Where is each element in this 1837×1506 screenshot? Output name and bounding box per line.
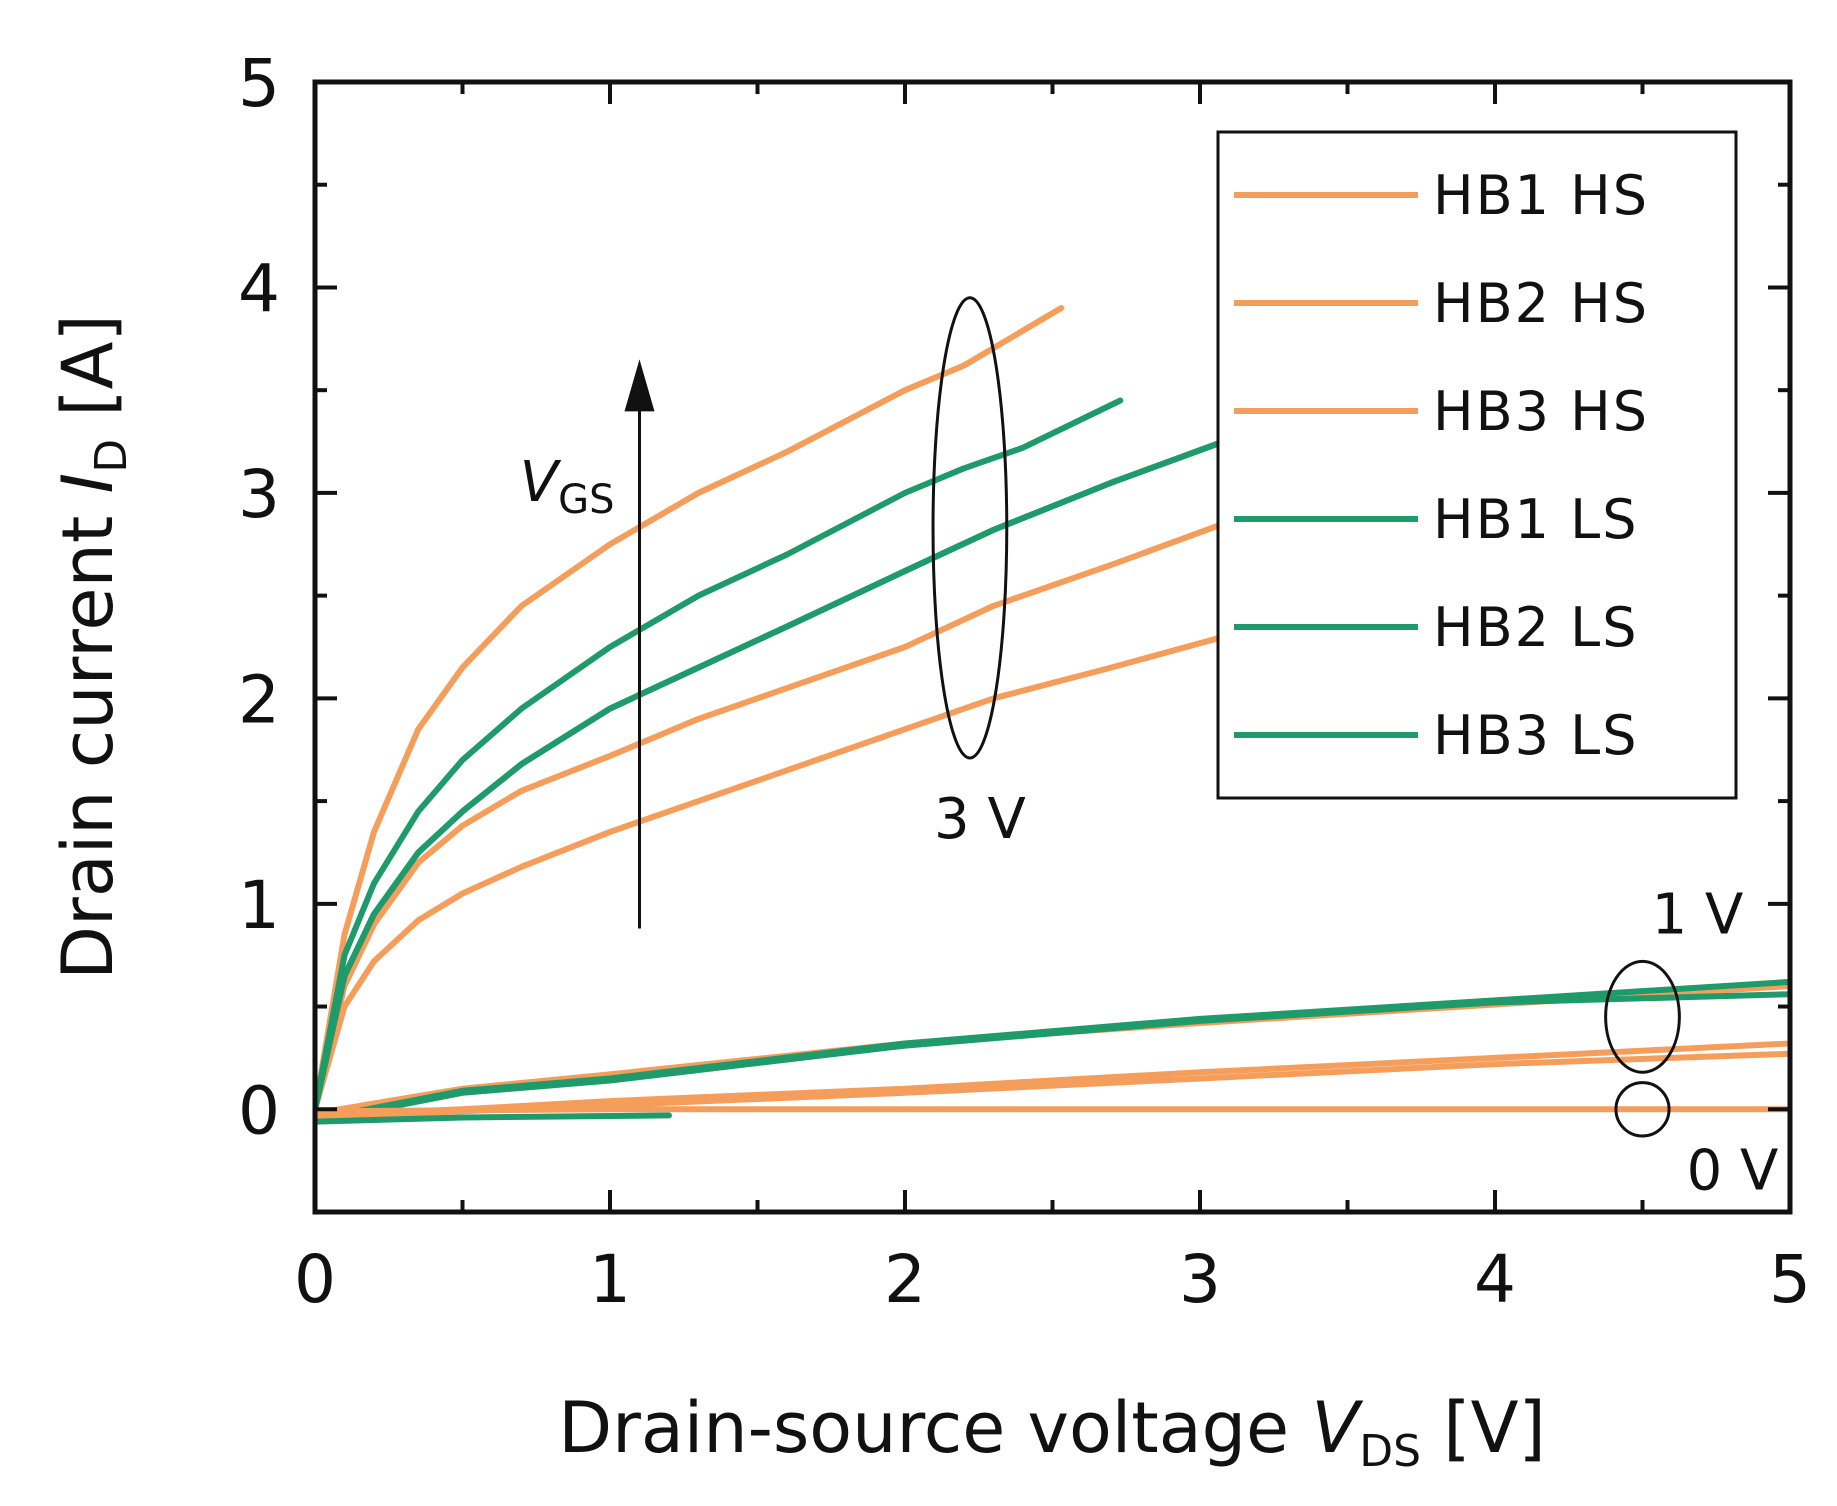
series-line-hb2-ls-1-v: [315, 991, 1790, 1125]
series-line-hb3-ls-3-v: [315, 438, 1227, 1113]
legend-label-hb3-hs: HB3 HS: [1433, 380, 1649, 443]
series-line-hb3-hs-3-v: [315, 633, 1227, 1113]
x-tick-label: 1: [589, 1241, 631, 1318]
vgs-label: VGS: [520, 450, 615, 523]
y-axis-title: Drain current ID [A]: [47, 314, 137, 980]
series-line-hb1-hs-1-v: [315, 983, 1790, 1117]
x-tick-label: 4: [1474, 1241, 1516, 1318]
y-tick-label: 0: [238, 1072, 280, 1149]
vgs-3v-ellipse: [931, 296, 1009, 760]
vgs-1v-label: 1 V: [1652, 882, 1744, 947]
x-axis-title: Drain-source voltage VDS [V]: [558, 1387, 1546, 1477]
x-axis-title-sub: DS: [1359, 1426, 1421, 1477]
legend-label-hb2-hs: HB2 HS: [1433, 272, 1649, 335]
x-tick-label: 3: [1179, 1241, 1221, 1318]
series-line-hb1-hs-3-v: [315, 305, 1065, 1113]
x-tick-label: 0: [294, 1241, 336, 1318]
y-axis-title-var: I: [47, 473, 129, 494]
annotation-layer: VGS 3 V 1 V 0 V: [520, 296, 1779, 1203]
vgs-label-var: V: [520, 450, 562, 515]
legend-label-hb1-hs: HB1 HS: [1433, 164, 1649, 227]
tick-layer: 0 1 2 3 4 5 0 1 2 3 4 5: [238, 45, 1811, 1318]
x-axis-title-prefix: Drain-source voltage: [558, 1387, 1311, 1469]
x-axis-title-unit: [V]: [1421, 1387, 1546, 1469]
x-tick-label: 5: [1769, 1241, 1811, 1318]
legend-layer: HB1 HS HB2 HS HB3 HS HB1 LS HB2 LS HB3 LS: [1216, 130, 1738, 800]
series-line-hb1-ls-3-v: [315, 397, 1124, 1113]
legend-box: [1216, 130, 1738, 800]
vgs-arrow-head: [624, 359, 655, 412]
y-tick-label: 5: [238, 45, 280, 122]
legend-label-hb3-ls: HB3 LS: [1433, 704, 1639, 767]
legend-label-hb2-ls: HB2 LS: [1433, 596, 1639, 659]
series-line-hb2-hs-3-v: [315, 520, 1227, 1113]
vgs-0v-label: 0 V: [1687, 1138, 1779, 1203]
x-axis-title-var: V: [1311, 1387, 1363, 1469]
vgs-3v-label: 3 V: [934, 787, 1026, 852]
y-axis-title-prefix: Drain current: [47, 493, 129, 979]
vgs-0v-ellipse: [1614, 1081, 1671, 1138]
series-layer: [315, 305, 1790, 1125]
y-tick-label: 4: [238, 250, 280, 327]
legend-label-hb1-ls: HB1 LS: [1433, 488, 1639, 551]
series-line-hb3-ls-0-v: [315, 1112, 672, 1125]
series-line-hb1-hs-0-v: [315, 1106, 1790, 1115]
vgs-label-sub: GS: [558, 477, 614, 523]
x-tick-label: 2: [884, 1241, 926, 1318]
y-tick-label: 3: [238, 456, 280, 533]
y-tick-label: 2: [238, 661, 280, 738]
vgs-1v-ellipse: [1604, 959, 1681, 1074]
y-tick-label: 1: [238, 867, 280, 944]
y-axis-title-unit: [A]: [47, 314, 129, 439]
y-axis-title-sub: D: [86, 439, 137, 473]
